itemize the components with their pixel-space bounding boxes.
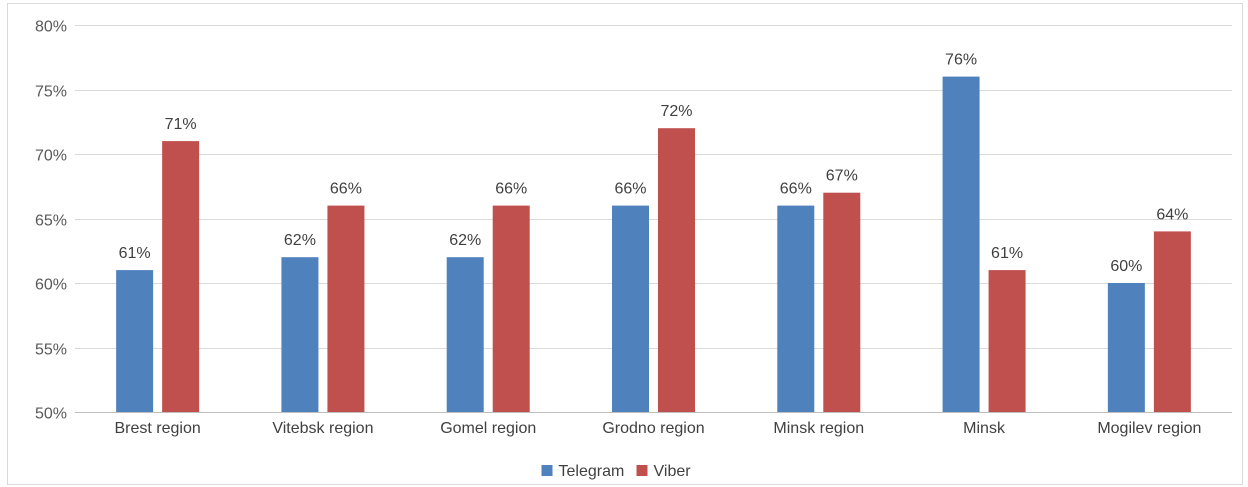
bars <box>116 77 1191 412</box>
x-category-label: Minsk <box>963 420 1006 437</box>
data-label: 66% <box>780 181 812 198</box>
bar-telegram <box>116 270 153 412</box>
data-label: 64% <box>1156 206 1188 223</box>
bar-telegram <box>777 206 814 412</box>
y-tick-label: 75% <box>35 84 67 101</box>
x-category-label: Brest region <box>115 420 201 437</box>
bar-telegram <box>447 257 484 412</box>
data-label: 71% <box>165 116 197 133</box>
data-label: 66% <box>330 181 362 198</box>
data-label: 61% <box>991 245 1023 262</box>
data-label: 72% <box>660 103 692 120</box>
bar-viber <box>989 270 1026 412</box>
x-category-label: Minsk region <box>773 420 864 437</box>
bar-viber <box>658 128 695 412</box>
x-category-label: Grodno region <box>602 420 704 437</box>
data-label: 61% <box>119 245 151 262</box>
data-label: 62% <box>449 232 481 249</box>
y-tick-label: 60% <box>35 277 67 294</box>
legend-swatch-telegram <box>542 465 553 476</box>
bar-telegram <box>943 77 980 412</box>
y-tick-label: 50% <box>35 406 67 423</box>
bar-viber <box>493 206 530 412</box>
data-labels: 61% 71% 62% 66% 62% 66% 66% 72% 66% 67% 76% 61% 60% 6… <box>119 52 1189 275</box>
x-category-label: Mogilev region <box>1097 420 1201 437</box>
gridlines <box>75 26 1232 413</box>
bar-telegram <box>281 257 318 412</box>
data-label: 66% <box>495 181 527 198</box>
x-axis-categories: Brest region Vitebsk region Gomel region Gr… <box>115 420 1202 437</box>
data-label: 76% <box>945 52 977 69</box>
y-tick-label: 55% <box>35 342 67 359</box>
x-category-label: Vitebsk region <box>272 420 373 437</box>
bar-viber <box>823 193 860 412</box>
bar-viber <box>162 141 199 412</box>
x-category-label: Gomel region <box>440 420 536 437</box>
data-label: 62% <box>284 232 316 249</box>
bar-viber <box>327 206 364 412</box>
legend-swatch-viber <box>637 465 648 476</box>
y-tick-label: 65% <box>35 213 67 230</box>
bar-viber <box>1154 231 1191 412</box>
legend-label-telegram: Telegram <box>559 463 625 480</box>
data-label: 66% <box>614 181 646 198</box>
bar-telegram <box>1108 283 1145 412</box>
legend: Telegram Viber <box>542 463 692 480</box>
data-label: 67% <box>826 168 858 185</box>
bar-telegram <box>612 206 649 412</box>
data-label: 60% <box>1110 258 1142 275</box>
y-tick-label: 80% <box>35 19 67 36</box>
y-tick-label: 70% <box>35 148 67 165</box>
y-axis-ticks: 50% 55% 60% 65% 70% 75% 80% <box>35 19 67 423</box>
legend-label-viber: Viber <box>654 463 692 480</box>
